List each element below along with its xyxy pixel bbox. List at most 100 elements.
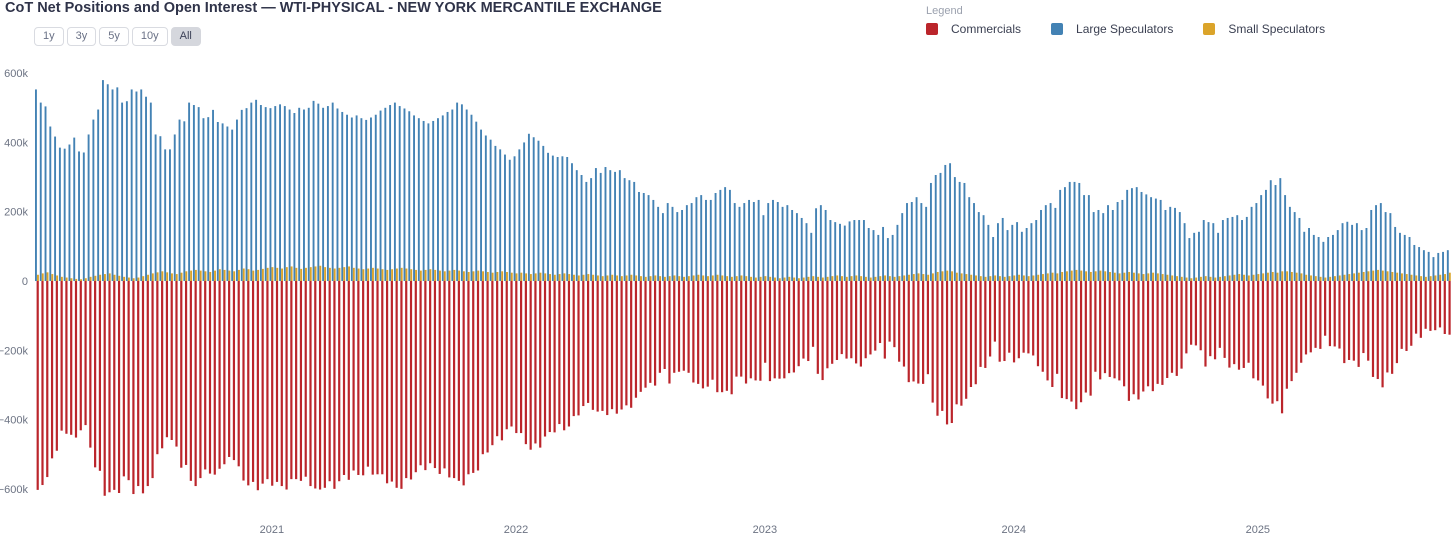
bar-large-speculators[interactable] xyxy=(154,134,157,281)
bar-commercials[interactable] xyxy=(452,281,456,479)
bar-large-speculators[interactable] xyxy=(475,121,478,281)
bar-small-speculators[interactable] xyxy=(884,275,887,281)
bar-large-speculators[interactable] xyxy=(231,129,234,281)
bar-commercials[interactable] xyxy=(381,281,384,475)
bar-small-speculators[interactable] xyxy=(261,268,264,281)
bar-small-speculators[interactable] xyxy=(970,274,973,281)
bar-commercials[interactable] xyxy=(443,281,446,469)
bar-small-speculators[interactable] xyxy=(745,276,748,281)
bar-large-speculators[interactable] xyxy=(1107,205,1109,281)
bar-small-speculators[interactable] xyxy=(1223,276,1226,281)
bar-large-speculators[interactable] xyxy=(417,118,420,281)
bar-commercials[interactable] xyxy=(1271,281,1274,404)
bar-commercials[interactable] xyxy=(1209,281,1212,357)
bar-commercials[interactable] xyxy=(902,281,906,367)
bar-small-speculators[interactable] xyxy=(663,276,666,281)
bar-large-speculators[interactable] xyxy=(504,154,506,281)
bar-small-speculators[interactable] xyxy=(496,271,499,281)
bar-small-speculators[interactable] xyxy=(888,276,891,281)
bar-commercials[interactable] xyxy=(1113,281,1116,379)
bar-commercials[interactable] xyxy=(1036,281,1040,367)
bar-small-speculators[interactable] xyxy=(56,275,59,281)
bar-small-speculators[interactable] xyxy=(577,275,580,281)
bar-large-speculators[interactable] xyxy=(571,163,573,281)
bar-large-speculators[interactable] xyxy=(164,149,167,281)
bar-large-speculators[interactable] xyxy=(1202,220,1205,281)
bar-large-speculators[interactable] xyxy=(68,144,71,281)
bar-large-speculators[interactable] xyxy=(44,106,47,281)
bar-large-speculators[interactable] xyxy=(73,137,76,281)
bar-commercials[interactable] xyxy=(98,281,102,471)
bar-small-speculators[interactable] xyxy=(104,274,106,281)
bar-commercials[interactable] xyxy=(1003,281,1006,362)
bar-commercials[interactable] xyxy=(855,281,858,364)
bar-small-speculators[interactable] xyxy=(443,271,446,281)
bar-small-speculators[interactable] xyxy=(1123,272,1126,281)
bar-commercials[interactable] xyxy=(342,281,346,475)
bar-commercials[interactable] xyxy=(1170,281,1174,373)
bar-large-speculators[interactable] xyxy=(728,189,731,281)
bar-large-speculators[interactable] xyxy=(657,206,660,281)
bar-commercials[interactable] xyxy=(1319,281,1322,349)
bar-large-speculators[interactable] xyxy=(872,230,875,281)
bar-small-speculators[interactable] xyxy=(309,267,312,281)
bar-commercials[interactable] xyxy=(888,281,891,342)
bar-commercials[interactable] xyxy=(740,281,743,377)
bar-large-speculators[interactable] xyxy=(317,103,320,281)
bar-commercials[interactable] xyxy=(840,281,843,355)
bar-commercials[interactable] xyxy=(1065,281,1068,400)
bar-commercials[interactable] xyxy=(1190,281,1193,345)
bar-small-speculators[interactable] xyxy=(616,275,619,281)
bar-commercials[interactable] xyxy=(491,281,494,446)
bar-small-speculators[interactable] xyxy=(405,268,408,281)
bar-small-speculators[interactable] xyxy=(295,267,298,281)
bar-small-speculators[interactable] xyxy=(1132,272,1135,281)
bar-small-speculators[interactable] xyxy=(845,276,848,281)
bar-commercials[interactable] xyxy=(189,281,192,481)
bar-small-speculators[interactable] xyxy=(376,268,379,281)
bar-large-speculators[interactable] xyxy=(551,155,554,281)
bar-large-speculators[interactable] xyxy=(614,171,617,281)
bar-small-speculators[interactable] xyxy=(1377,269,1379,281)
bar-large-speculators[interactable] xyxy=(815,208,818,281)
bar-large-speculators[interactable] xyxy=(63,148,66,281)
bar-commercials[interactable] xyxy=(625,281,628,406)
bar-commercials[interactable] xyxy=(563,281,566,431)
bar-commercials[interactable] xyxy=(1443,281,1446,334)
bar-commercials[interactable] xyxy=(1099,281,1102,380)
bar-small-speculators[interactable] xyxy=(611,274,614,281)
bar-large-speculators[interactable] xyxy=(1059,189,1062,281)
bar-large-speculators[interactable] xyxy=(274,106,277,281)
bar-large-speculators[interactable] xyxy=(705,199,707,281)
bar-commercials[interactable] xyxy=(668,281,671,384)
bar-commercials[interactable] xyxy=(1280,281,1284,414)
bar-commercials[interactable] xyxy=(1395,281,1399,364)
bar-commercials[interactable] xyxy=(989,281,992,357)
bar-commercials[interactable] xyxy=(438,281,441,474)
bar-commercials[interactable] xyxy=(266,281,269,480)
bar-commercials[interactable] xyxy=(965,281,968,399)
legend-item-commercials[interactable]: Commercials xyxy=(926,22,1021,36)
bar-large-speculators[interactable] xyxy=(882,226,885,281)
range-button-5y[interactable]: 5y xyxy=(99,27,129,46)
bar-commercials[interactable] xyxy=(414,281,417,473)
bar-large-speculators[interactable] xyxy=(853,220,856,281)
bar-small-speculators[interactable] xyxy=(1171,275,1174,281)
bar-small-speculators[interactable] xyxy=(180,272,183,281)
bar-large-speculators[interactable] xyxy=(212,109,214,281)
bar-commercials[interactable] xyxy=(170,281,173,440)
bar-commercials[interactable] xyxy=(979,281,982,367)
bar-small-speculators[interactable] xyxy=(51,274,54,281)
bar-small-speculators[interactable] xyxy=(1037,274,1040,281)
bar-commercials[interactable] xyxy=(496,281,499,437)
bar-commercials[interactable] xyxy=(529,281,532,450)
bar-large-speculators[interactable] xyxy=(49,126,52,281)
bar-small-speculators[interactable] xyxy=(1209,276,1212,281)
bar-small-speculators[interactable] xyxy=(1391,271,1394,281)
bar-commercials[interactable] xyxy=(1228,281,1231,368)
bar-commercials[interactable] xyxy=(89,281,92,448)
bar-small-speculators[interactable] xyxy=(190,270,193,281)
bar-commercials[interactable] xyxy=(831,281,834,364)
bar-commercials[interactable] xyxy=(237,281,240,467)
bar-commercials[interactable] xyxy=(759,281,762,381)
